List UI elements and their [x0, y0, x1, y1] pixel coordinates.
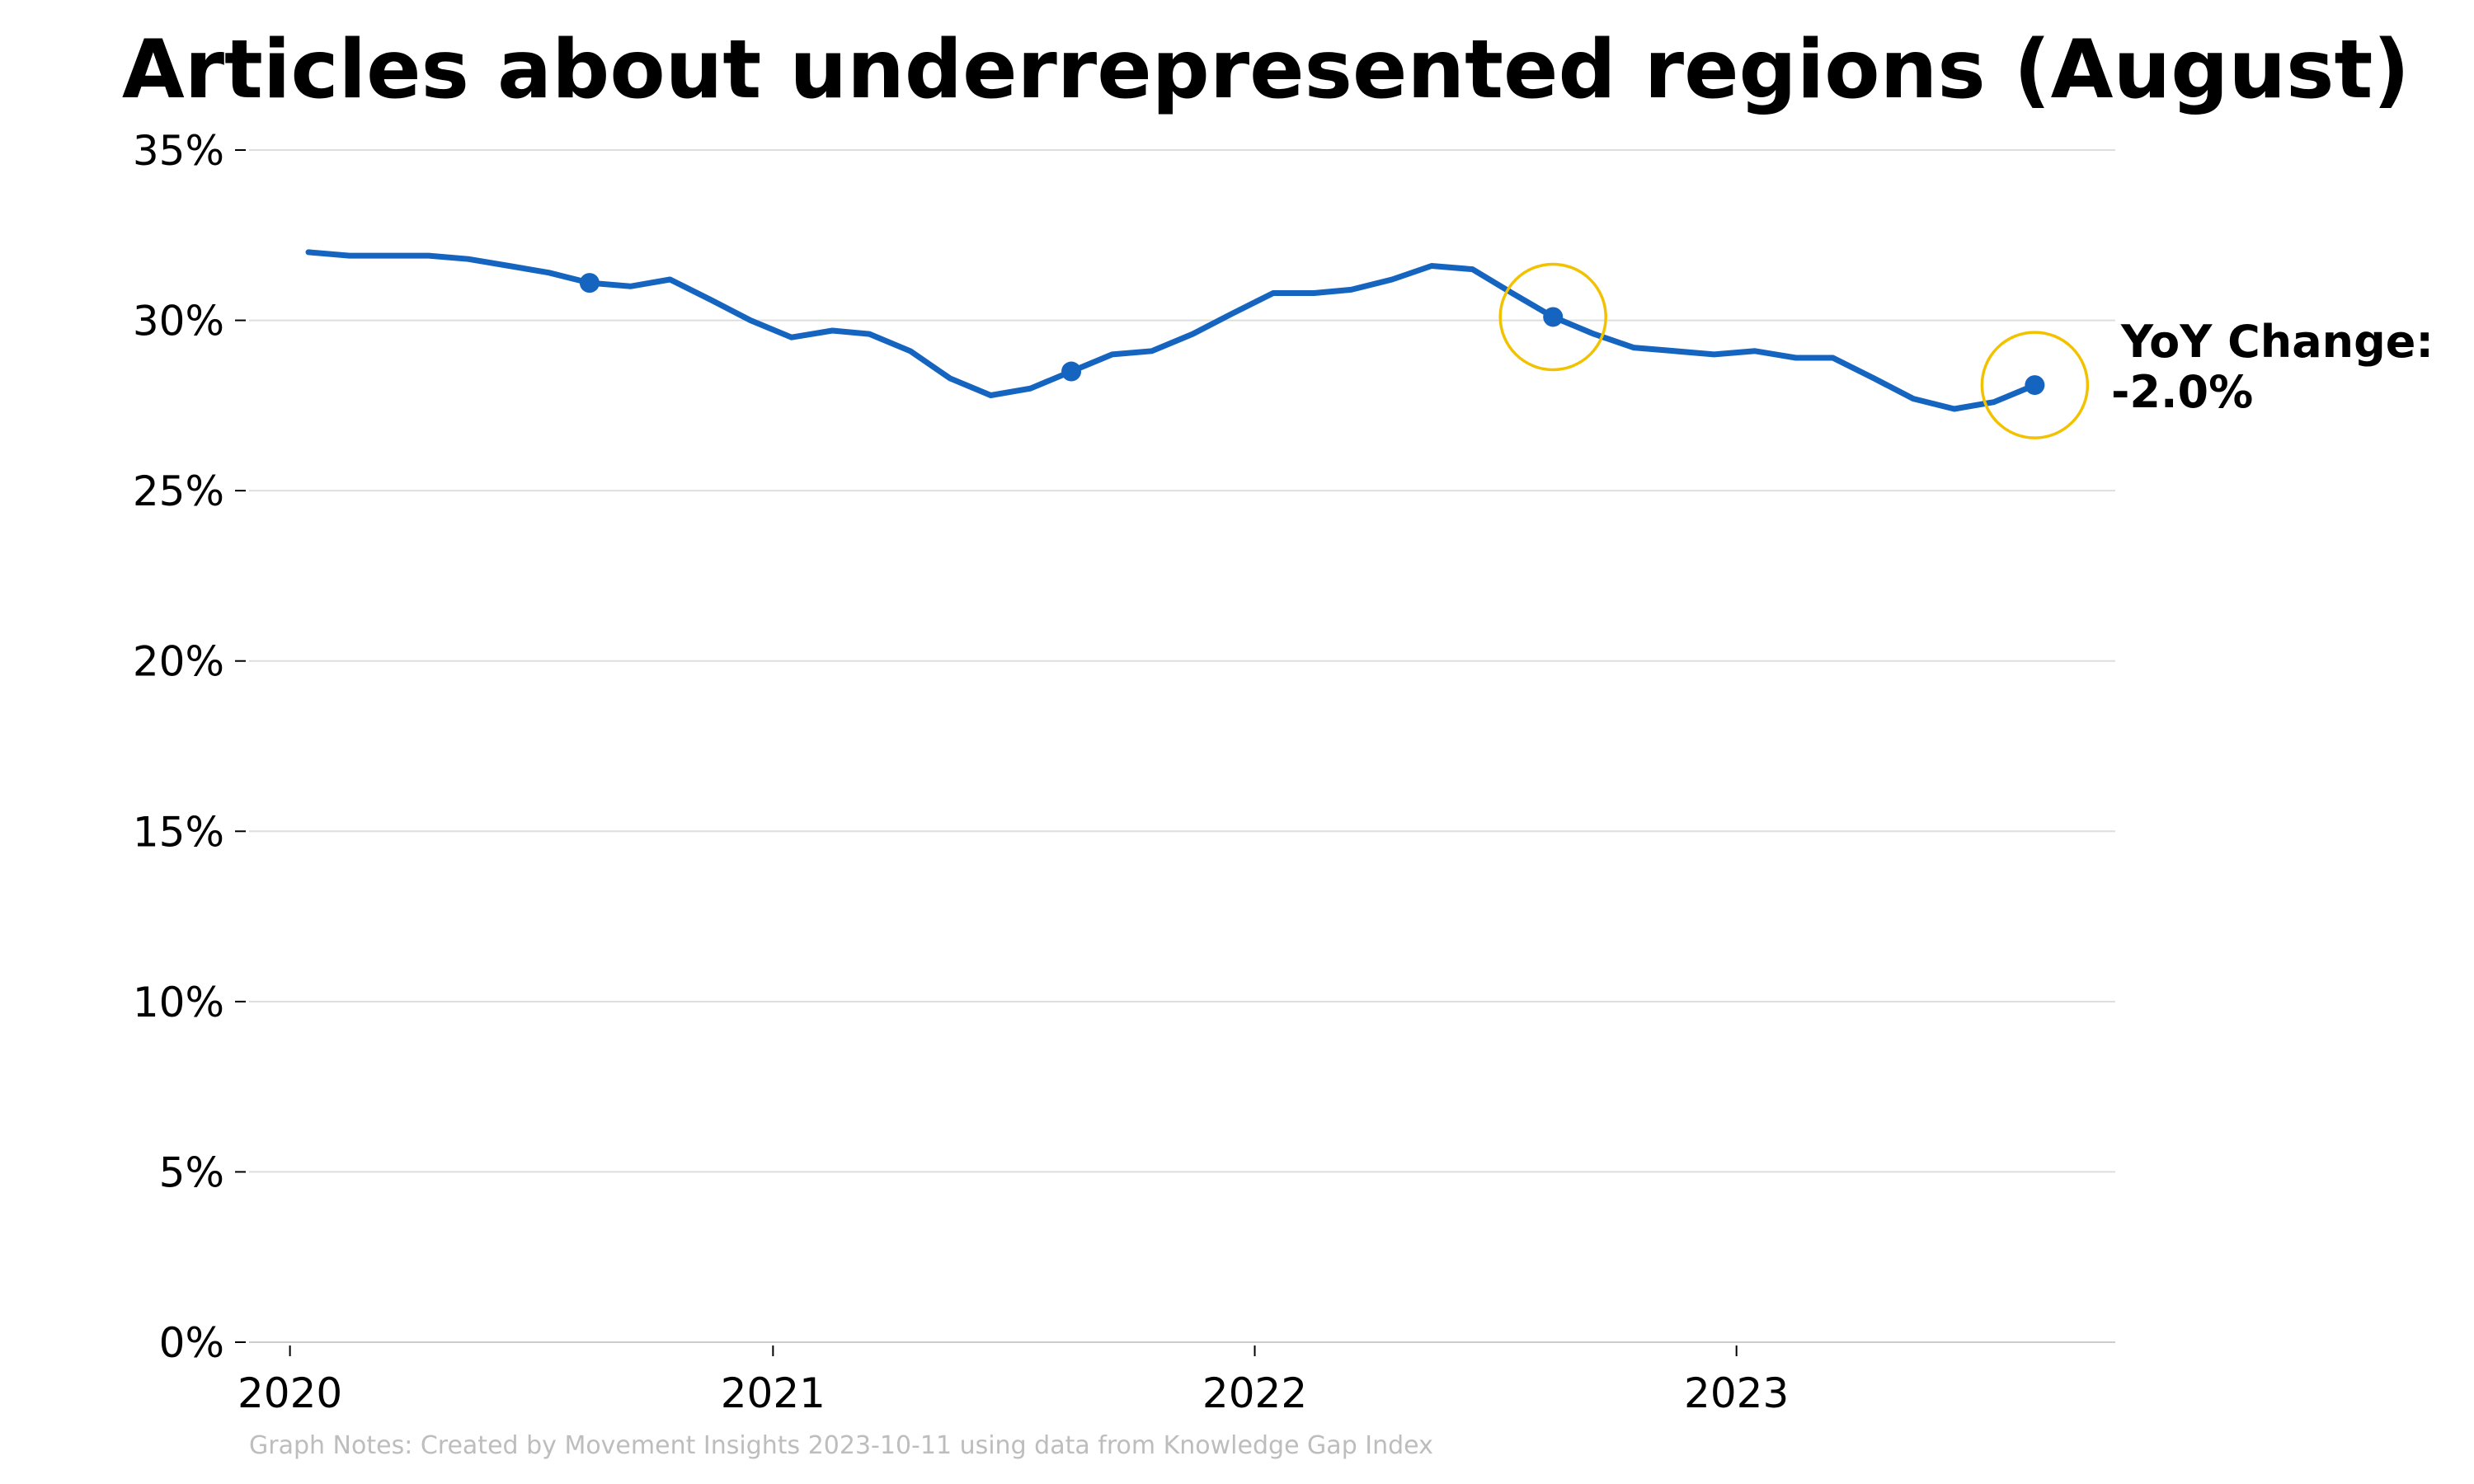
- x-tick-label: 2022: [1202, 1369, 1307, 1417]
- x-axis: 2020 2021 2022 2023: [238, 1341, 2115, 1417]
- yoy-annotation-value: -2.0%: [2111, 366, 2253, 418]
- data-point: [1543, 307, 1564, 327]
- y-axis: 0% 5% 10% 15% 20% 25% 30% 35%: [133, 127, 246, 1367]
- yoy-annotation: YoY Change: -2.0%: [2111, 316, 2434, 418]
- x-tick-label: 2020: [238, 1369, 342, 1417]
- highlight-circle: [1498, 262, 1607, 372]
- highlight-circle: [1980, 331, 2090, 439]
- y-tick-label: 30%: [133, 298, 224, 345]
- data-point: [1061, 361, 1082, 382]
- y-tick-label: 35%: [133, 127, 224, 175]
- y-tick-label: 5%: [159, 1148, 224, 1196]
- y-tick-label: 10%: [133, 979, 224, 1026]
- y-tick-label: 25%: [133, 467, 224, 515]
- data-series: [305, 249, 2038, 412]
- data-point: [579, 273, 600, 294]
- graph-notes: Graph Notes: Created by Movement Insight…: [249, 1431, 1433, 1460]
- gridlines: [249, 149, 2115, 1173]
- y-tick-label: 0%: [159, 1319, 224, 1367]
- data-point: [2025, 375, 2045, 396]
- highlighted-points: [579, 262, 2090, 439]
- y-tick-label: 20%: [133, 638, 224, 686]
- series-line: [305, 249, 2038, 412]
- chart-title: Articles about underrepresented regions …: [122, 23, 2410, 117]
- x-tick-label: 2023: [1684, 1369, 1789, 1417]
- yoy-annotation-label: YoY Change:: [2120, 316, 2434, 368]
- x-tick-label: 2021: [721, 1369, 825, 1417]
- y-tick-label: 15%: [133, 808, 224, 856]
